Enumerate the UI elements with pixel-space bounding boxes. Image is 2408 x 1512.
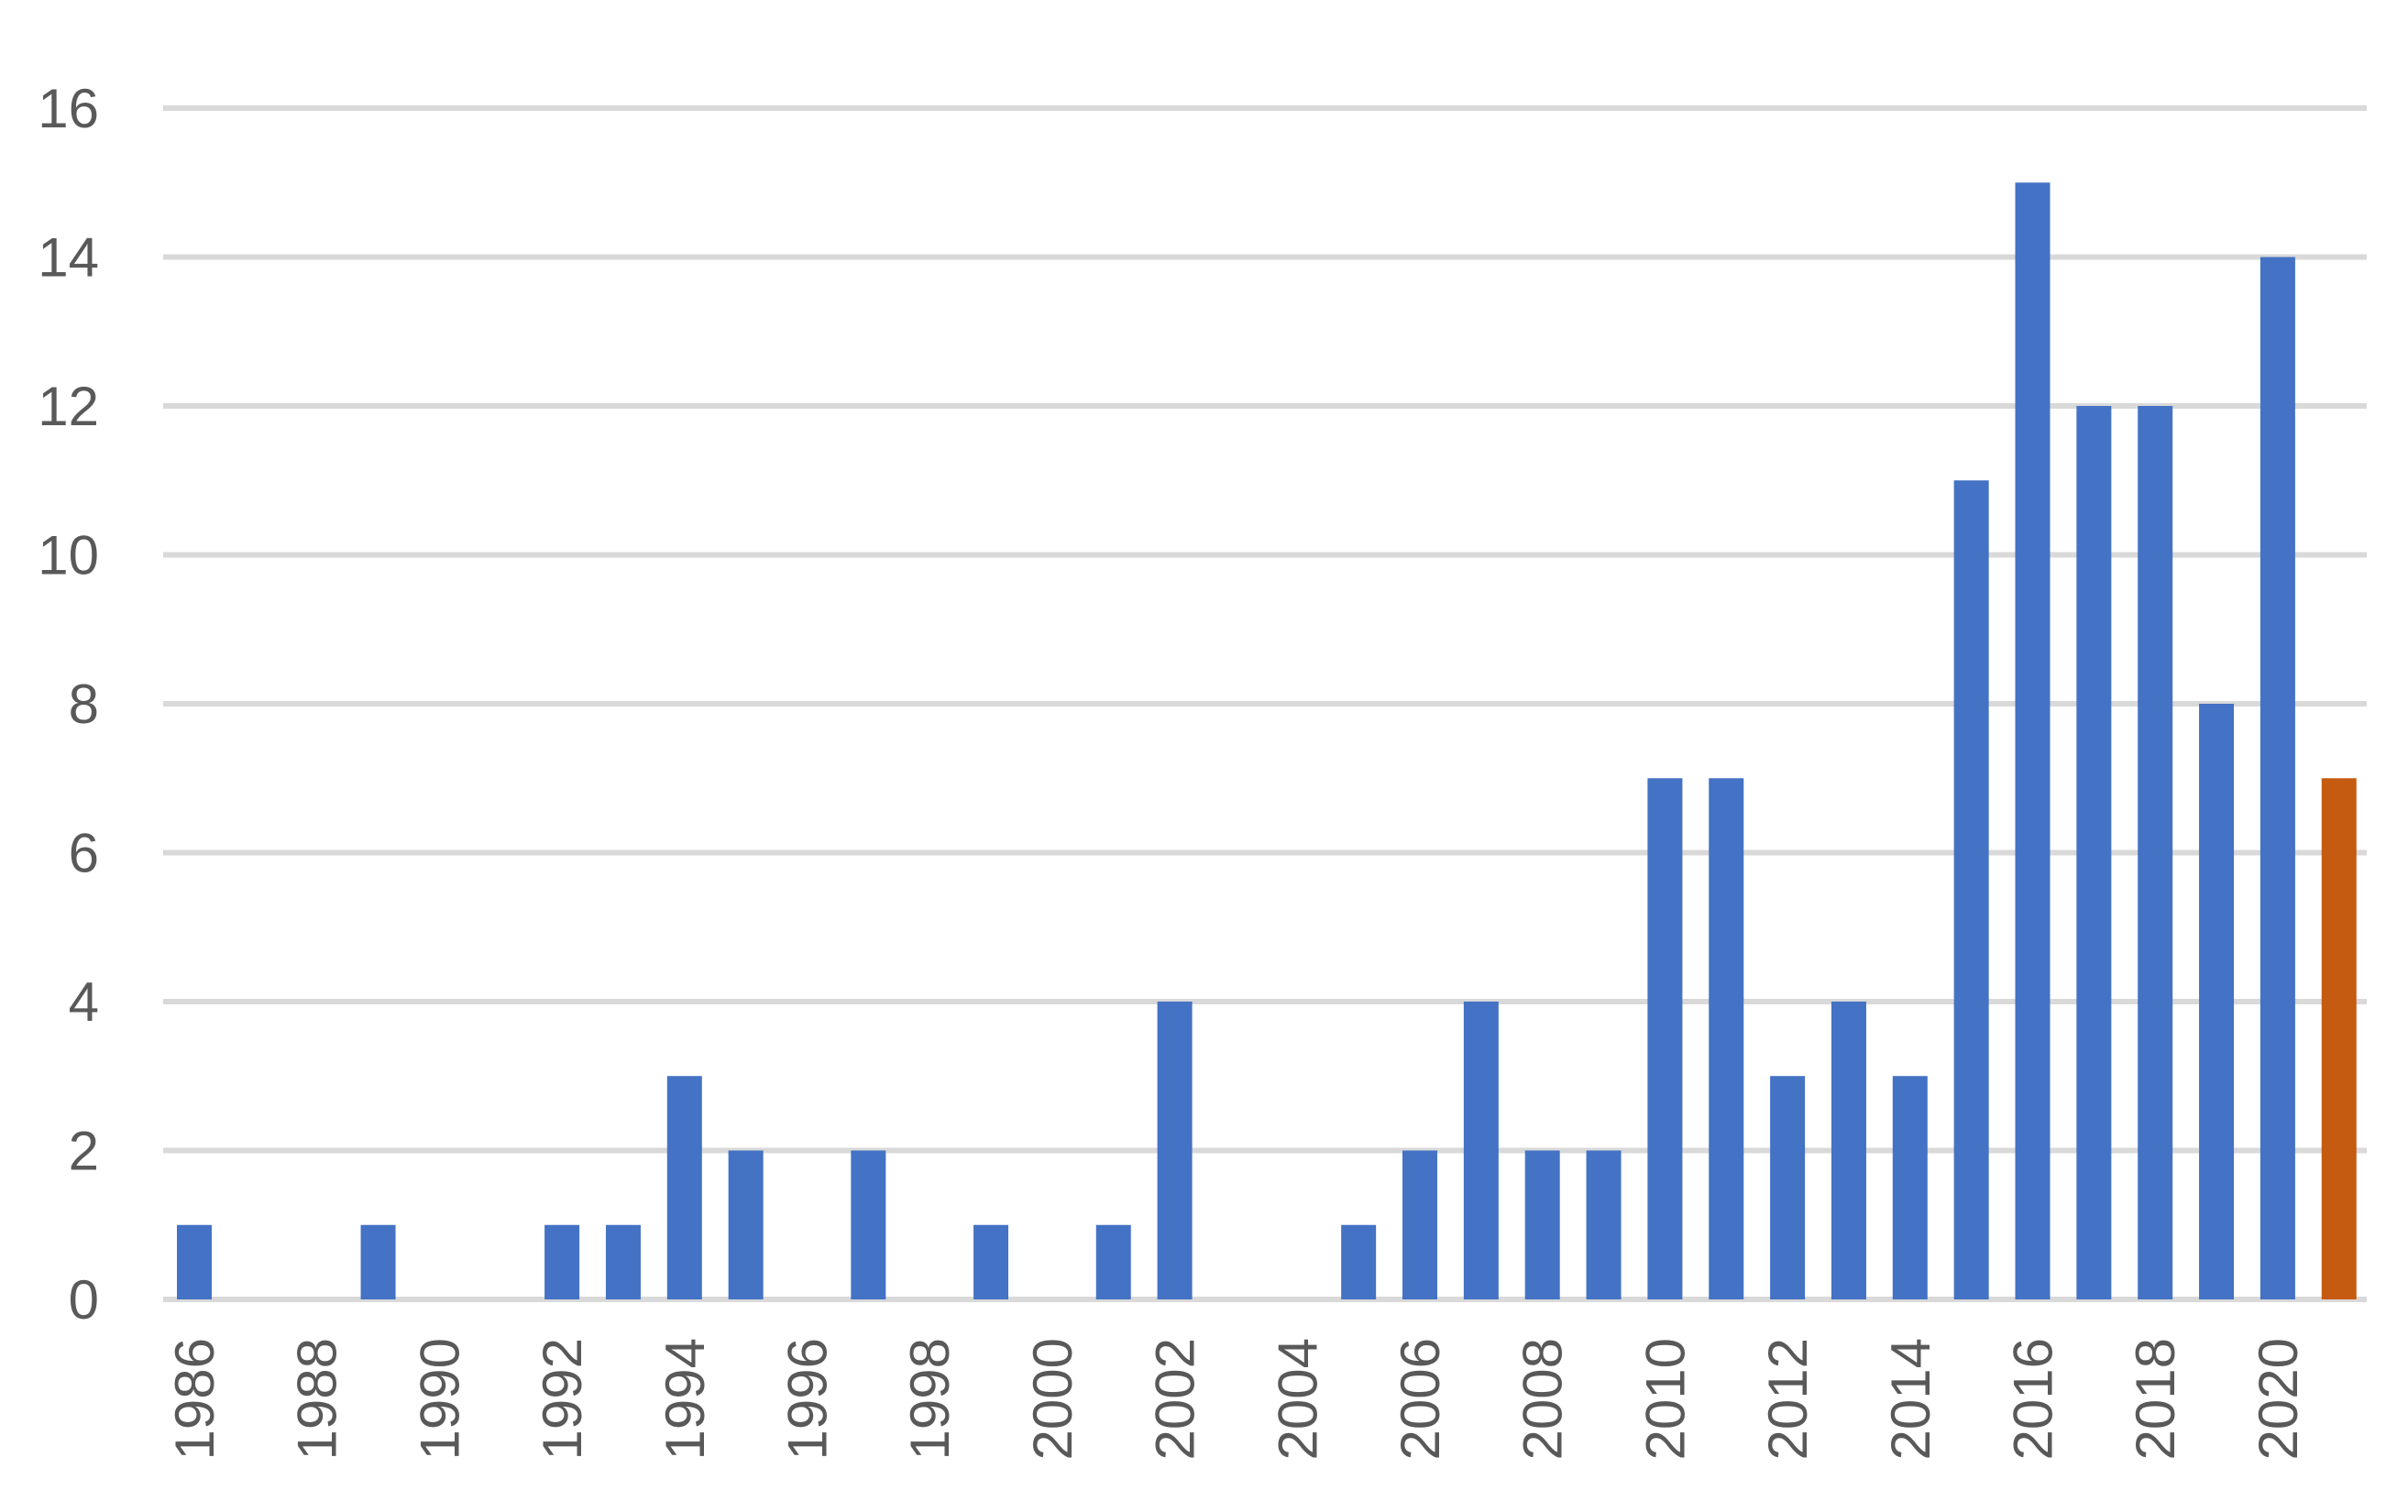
bar-2002: [1157, 1002, 1193, 1299]
bar-1999: [973, 1224, 1009, 1299]
x-tick-label: 2010: [1634, 1338, 1696, 1460]
x-tick-label: 1988: [287, 1338, 348, 1460]
gridlines: [163, 105, 2367, 1302]
bar-2010: [1647, 778, 1683, 1299]
x-tick-label: 2006: [1390, 1338, 1451, 1460]
y-tick-label: 0: [69, 1269, 99, 1331]
x-axis-tick-labels: 1986 1988 1990 1992 1994 1996 1998 2000 2002 2004…: [164, 1338, 2309, 1460]
x-tick-label: 1992: [532, 1338, 593, 1460]
bar-2007: [1463, 1002, 1499, 1299]
bar-2013: [1831, 1002, 1866, 1299]
y-tick-label: 12: [38, 376, 99, 437]
x-tick-label: 2002: [1145, 1338, 1206, 1460]
x-tick-label: 2018: [2125, 1338, 2186, 1460]
y-tick-label: 6: [69, 823, 99, 884]
bar-2016: [2015, 182, 2051, 1299]
bar-2019: [2199, 704, 2235, 1299]
y-axis-tick-labels: 0 2 4 6 8 10 12 14 16: [38, 78, 99, 1331]
bars: [177, 182, 2357, 1299]
bar-1992: [544, 1224, 580, 1299]
bar-2009: [1586, 1150, 1622, 1299]
x-tick-label: 1996: [777, 1338, 839, 1460]
bar-2006: [1402, 1150, 1437, 1299]
bar-1986: [177, 1224, 212, 1299]
bar-2018: [2138, 406, 2173, 1299]
bar-2014: [1892, 1076, 1928, 1299]
x-tick-label: 2016: [2003, 1338, 2064, 1460]
bar-2011: [1709, 778, 1744, 1299]
y-tick-label: 16: [38, 78, 99, 139]
bar-1994: [666, 1076, 702, 1299]
bar-2017: [2076, 406, 2112, 1299]
bar-2020: [2260, 257, 2295, 1299]
bar-2008: [1524, 1150, 1560, 1299]
bar-2001: [1095, 1224, 1131, 1299]
bar-2015: [1953, 480, 1989, 1299]
x-tick-label: 2000: [1022, 1338, 1083, 1460]
y-tick-label: 4: [69, 971, 99, 1033]
y-tick-label: 8: [69, 674, 99, 735]
x-tick-label: 2014: [1880, 1338, 1941, 1460]
y-tick-label: 2: [69, 1121, 99, 1182]
y-tick-label: 10: [38, 525, 99, 586]
bar-1997: [851, 1150, 886, 1299]
x-tick-label: 2012: [1757, 1338, 1819, 1460]
bar-2005: [1341, 1224, 1377, 1299]
y-tick-label: 14: [38, 227, 99, 289]
bar-2021: [2321, 778, 2357, 1299]
x-tick-label: 1990: [409, 1338, 470, 1460]
x-tick-label: 2020: [2248, 1338, 2309, 1460]
x-tick-label: 2004: [1267, 1338, 1328, 1460]
bar-2012: [1770, 1076, 1806, 1299]
bar-1995: [728, 1150, 764, 1299]
x-tick-label: 1986: [164, 1338, 225, 1460]
x-tick-label: 1998: [899, 1338, 961, 1460]
x-tick-label: 2008: [1512, 1338, 1574, 1460]
bar-1989: [360, 1224, 396, 1299]
bar-1993: [605, 1224, 641, 1299]
x-tick-label: 1994: [654, 1338, 716, 1460]
